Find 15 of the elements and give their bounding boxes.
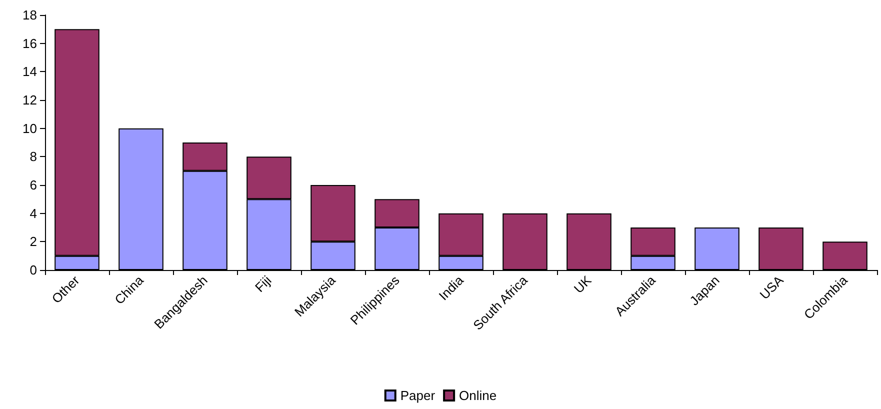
legend-label: Paper [400, 388, 436, 403]
y-tick-label: 10 [22, 120, 37, 136]
y-tick-label: 16 [22, 36, 37, 51]
x-tick-label: UK [570, 272, 595, 296]
x-tick-label: Fiji [252, 272, 274, 296]
y-tick-label: 8 [30, 149, 37, 164]
y-tick-label: 0 [30, 262, 37, 278]
y-tick-label: 2 [30, 234, 37, 250]
x-tick-label: USA [756, 272, 787, 302]
y-tick-label: 14 [22, 64, 37, 80]
y-tick-label: 18 [22, 8, 37, 22]
y-tick-label: 4 [30, 206, 37, 221]
y-tick-label: 6 [30, 178, 37, 192]
y-tick-label: 12 [22, 92, 37, 108]
legend-label: Online [459, 388, 497, 403]
